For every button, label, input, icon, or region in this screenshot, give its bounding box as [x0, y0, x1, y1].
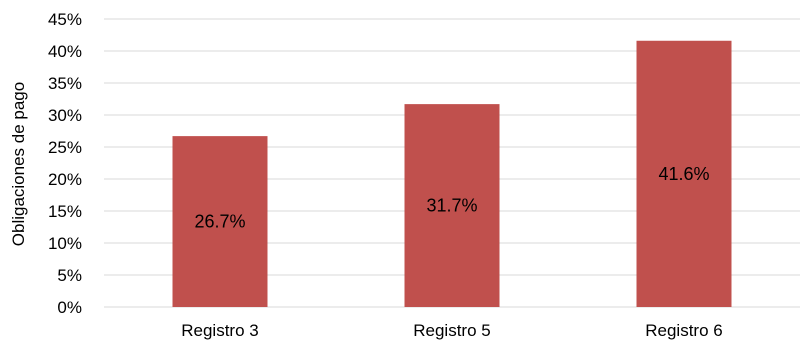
- y-tick-label: 30%: [48, 106, 82, 125]
- x-tick-label: Registro 5: [413, 321, 490, 340]
- y-tick-label: 0%: [57, 298, 82, 317]
- bars: 26.7% 31.7% 41.6%: [172, 40, 732, 308]
- y-tick-label: 40%: [48, 42, 82, 61]
- y-tick-label: 45%: [48, 10, 82, 29]
- bar: [636, 40, 732, 307]
- data-label: 26.7%: [194, 212, 245, 232]
- x-tick-label: Registro 6: [645, 321, 722, 340]
- x-axis-ticks: Registro 3 Registro 5 Registro 6: [181, 321, 722, 340]
- y-axis-ticks: 0% 5% 10% 15% 20% 25% 30% 35% 40% 45%: [48, 10, 82, 317]
- y-tick-label: 10%: [48, 234, 82, 253]
- data-label: 41.6%: [658, 164, 709, 184]
- y-tick-label: 35%: [48, 74, 82, 93]
- y-tick-label: 25%: [48, 138, 82, 157]
- y-tick-label: 20%: [48, 170, 82, 189]
- y-axis-label: Obligaciones de pago: [9, 82, 28, 246]
- y-tick-label: 5%: [57, 266, 82, 285]
- x-tick-label: Registro 3: [181, 321, 258, 340]
- bar: [404, 104, 500, 308]
- y-tick-label: 15%: [48, 202, 82, 221]
- bar: [172, 136, 268, 307]
- data-label: 31.7%: [426, 196, 477, 216]
